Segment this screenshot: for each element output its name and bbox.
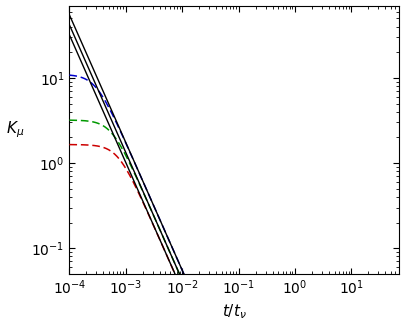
Y-axis label: $K_\mu$: $K_\mu$	[6, 119, 24, 140]
X-axis label: $t/t_\nu$: $t/t_\nu$	[222, 303, 247, 321]
